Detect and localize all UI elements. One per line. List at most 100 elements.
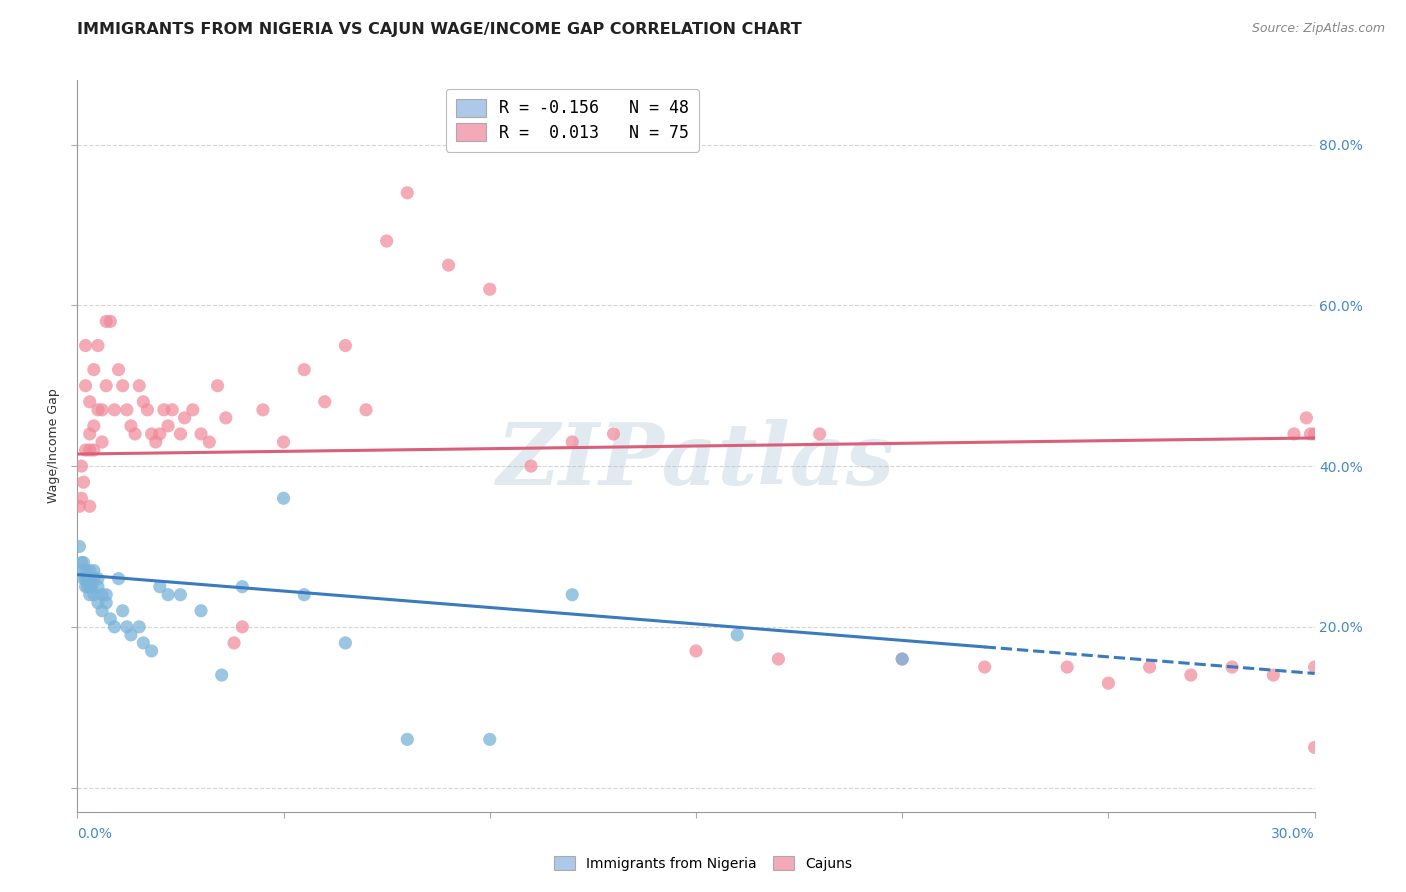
Point [96, 314, 118, 328]
Point [292, 588, 315, 602]
Point [120, 418, 142, 433]
Point [79, 443, 101, 458]
Point [1180, 668, 1202, 682]
Point [1299, 426, 1322, 441]
Point [136, 402, 159, 417]
Point [91, 434, 114, 449]
Point [83, 362, 105, 376]
Point [132, 636, 155, 650]
Point [1220, 660, 1243, 674]
Point [79, 426, 101, 441]
Point [103, 402, 125, 417]
Point [153, 402, 176, 417]
Point [198, 434, 221, 449]
Point [1303, 740, 1326, 755]
Point [79, 572, 101, 586]
Point [602, 426, 624, 441]
Point [273, 491, 295, 506]
Point [80, 580, 103, 594]
Point [96, 378, 118, 392]
Point [107, 362, 129, 376]
Point [478, 732, 501, 747]
Point [75, 572, 97, 586]
Point [520, 459, 543, 474]
Point [891, 652, 914, 666]
Text: 30.0%: 30.0% [1271, 827, 1315, 841]
Point [72, 475, 94, 490]
Point [83, 564, 105, 578]
Y-axis label: Wage/Income Gap: Wage/Income Gap [46, 389, 60, 503]
Point [211, 668, 233, 682]
Point [83, 588, 105, 602]
Point [115, 402, 138, 417]
Point [252, 402, 274, 417]
Point [120, 628, 142, 642]
Point [396, 186, 419, 200]
Point [725, 628, 748, 642]
Point [111, 604, 134, 618]
Point [111, 378, 134, 392]
Point [141, 426, 163, 441]
Point [157, 588, 180, 602]
Point [1263, 668, 1285, 682]
Point [70, 491, 93, 506]
Point [157, 418, 180, 433]
Point [891, 652, 914, 666]
Point [396, 732, 419, 747]
Point [83, 443, 105, 458]
Point [1303, 660, 1326, 674]
Point [149, 580, 172, 594]
Point [91, 604, 114, 618]
Point [437, 258, 460, 272]
Point [215, 410, 238, 425]
Point [141, 644, 163, 658]
Legend: R = -0.156   N = 48, R =  0.013   N = 75: R = -0.156 N = 48, R = 0.013 N = 75 [446, 88, 699, 152]
Point [173, 410, 195, 425]
Point [124, 426, 146, 441]
Point [292, 362, 315, 376]
Point [72, 556, 94, 570]
Point [1056, 660, 1078, 674]
Point [149, 426, 172, 441]
Point [231, 620, 253, 634]
Point [79, 588, 101, 602]
Point [72, 572, 94, 586]
Point [91, 402, 114, 417]
Point [79, 500, 101, 514]
Point [354, 402, 377, 417]
Point [76, 572, 98, 586]
Point [478, 282, 501, 296]
Point [181, 402, 204, 417]
Point [98, 612, 121, 626]
Point [685, 644, 707, 658]
Point [98, 314, 121, 328]
Point [145, 434, 167, 449]
Point [561, 434, 583, 449]
Point [132, 394, 155, 409]
Point [87, 596, 110, 610]
Text: Source: ZipAtlas.com: Source: ZipAtlas.com [1251, 22, 1385, 36]
Point [67, 500, 90, 514]
Point [169, 588, 191, 602]
Point [190, 426, 212, 441]
Point [1097, 676, 1119, 690]
Point [91, 588, 114, 602]
Point [67, 540, 90, 554]
Text: IMMIGRANTS FROM NIGERIA VS CAJUN WAGE/INCOME GAP CORRELATION CHART: IMMIGRANTS FROM NIGERIA VS CAJUN WAGE/IN… [77, 22, 801, 37]
Point [96, 588, 118, 602]
Point [314, 394, 336, 409]
Point [75, 378, 97, 392]
Point [87, 580, 110, 594]
Point [75, 564, 97, 578]
Point [76, 580, 98, 594]
Text: 0.0%: 0.0% [77, 827, 112, 841]
Point [1139, 660, 1161, 674]
Point [160, 402, 183, 417]
Point [1295, 410, 1317, 425]
Point [169, 426, 191, 441]
Point [75, 580, 97, 594]
Point [1303, 426, 1326, 441]
Point [190, 604, 212, 618]
Point [335, 338, 357, 352]
Point [87, 402, 110, 417]
